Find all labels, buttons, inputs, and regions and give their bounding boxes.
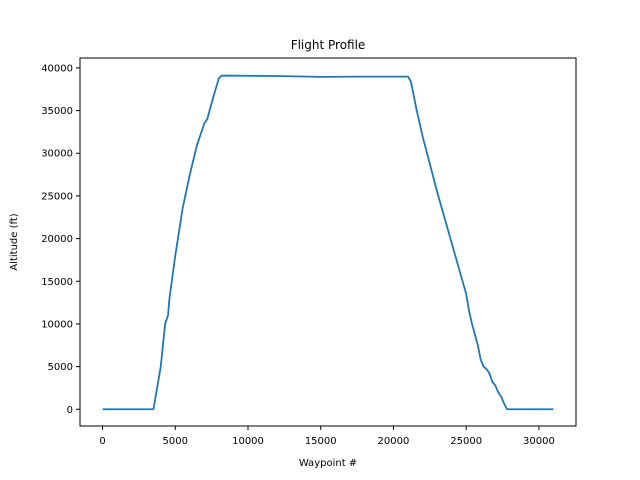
- y-tick-label: 35000: [41, 106, 73, 117]
- y-tick-label: 40000: [41, 63, 73, 74]
- x-tick-label: 10000: [232, 436, 264, 447]
- x-tick-label: 0: [99, 436, 105, 447]
- x-tick-label: 30000: [523, 436, 555, 447]
- chart-title: Flight Profile: [291, 38, 366, 52]
- y-tick-label: 5000: [48, 362, 73, 373]
- ticks-layer: 0 5000 10000 15000 20000 25000 30000 0 5000 10000…: [41, 63, 555, 447]
- x-tick-label: 15000: [305, 436, 337, 447]
- y-axis-title: Altitude (ft): [9, 213, 20, 270]
- y-tick-label: 25000: [41, 191, 73, 202]
- x-tick-label: 20000: [378, 436, 410, 447]
- y-tick-label: 0: [67, 405, 73, 416]
- y-tick-label: 20000: [41, 234, 73, 245]
- axes-frame: [79, 57, 577, 427]
- x-axis-title: Waypoint #: [299, 458, 357, 469]
- y-tick-label: 30000: [41, 149, 73, 160]
- x-tick-label: 25000: [450, 436, 482, 447]
- altitude-series-line: [102, 74, 554, 411]
- y-tick-label: 15000: [41, 277, 73, 288]
- plot-layer: [102, 74, 554, 411]
- x-tick-label: 5000: [163, 436, 188, 447]
- y-tick-label: 10000: [41, 319, 73, 330]
